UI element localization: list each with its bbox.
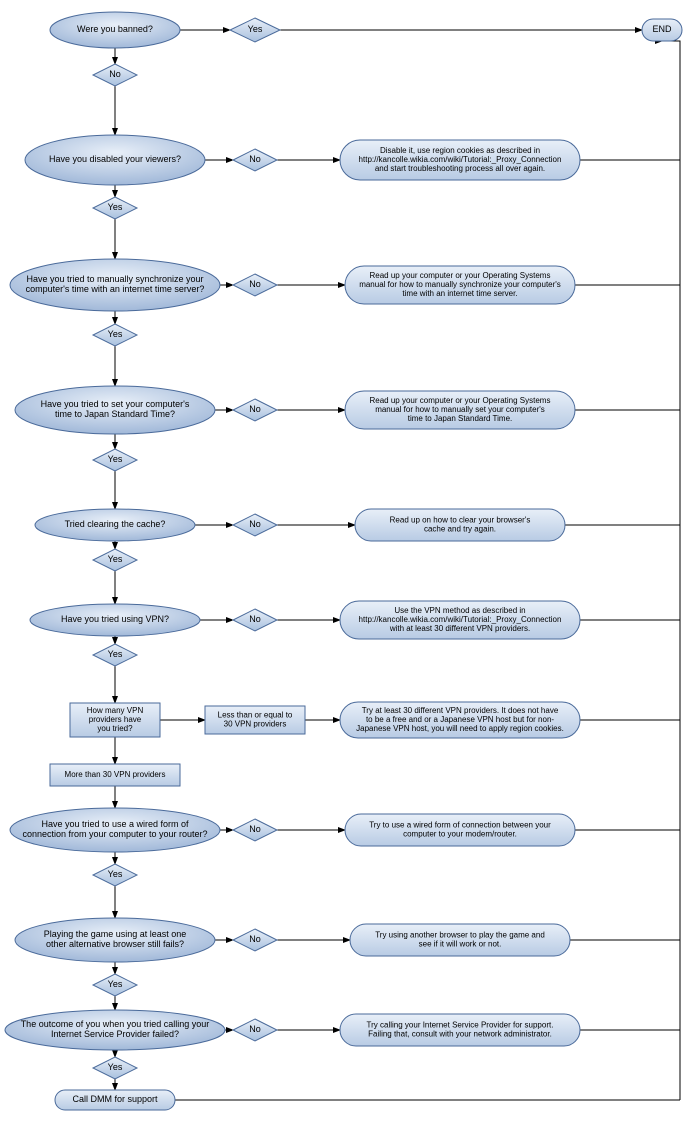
- rail-up-end: [662, 41, 680, 1100]
- svg-text:Tried clearing the cache?: Tried clearing the cache?: [65, 519, 166, 529]
- svg-text:Yes: Yes: [248, 24, 263, 34]
- svg-text:Yes: Yes: [108, 454, 123, 464]
- svg-text:Yes: Yes: [108, 329, 123, 339]
- svg-text:No: No: [249, 934, 261, 944]
- nodes: Were you banned? Yes END No Have you disable…: [5, 12, 682, 1110]
- svg-text:More than 30 VPN providers: More than 30 VPN providers: [65, 770, 166, 779]
- svg-text:Playing the game using at leas: Playing the game using at least oneother…: [44, 929, 187, 949]
- svg-text:Yes: Yes: [108, 202, 123, 212]
- svg-text:Try at least 30 different VPN: Try at least 30 different VPN providers.…: [356, 706, 564, 733]
- svg-text:Have you tried to use a wired: Have you tried to use a wired form ofcon…: [22, 819, 207, 839]
- svg-text:Call DMM for support: Call DMM for support: [72, 1094, 158, 1104]
- svg-text:Were you banned?: Were you banned?: [77, 24, 153, 34]
- svg-text:Have you tried to manually syn: Have you tried to manually synchronize y…: [26, 274, 205, 294]
- svg-text:No: No: [249, 519, 261, 529]
- svg-text:END: END: [652, 24, 672, 34]
- svg-text:Have you disabled your viewers: Have you disabled your viewers?: [49, 154, 181, 164]
- svg-text:Disable it, use region cookies: Disable it, use region cookies as descri…: [359, 146, 562, 173]
- svg-text:Yes: Yes: [108, 649, 123, 659]
- flowchart-canvas: Were you banned? Yes END No Have you disable…: [0, 0, 700, 1121]
- svg-text:No: No: [249, 404, 261, 414]
- svg-text:Yes: Yes: [108, 1062, 123, 1072]
- svg-text:No: No: [249, 614, 261, 624]
- svg-text:Less than or equal to30 VPN pr: Less than or equal to30 VPN providers: [218, 711, 293, 729]
- svg-text:Yes: Yes: [108, 554, 123, 564]
- svg-text:Have you tried to set your com: Have you tried to set your computer'stim…: [41, 399, 190, 419]
- svg-text:Try calling your Internet Serv: Try calling your Internet Service Provid…: [367, 1021, 554, 1039]
- svg-text:No: No: [249, 279, 261, 289]
- svg-text:No: No: [109, 69, 121, 79]
- svg-text:No: No: [249, 824, 261, 834]
- svg-text:Have you tried using VPN?: Have you tried using VPN?: [61, 614, 169, 624]
- svg-text:Yes: Yes: [108, 979, 123, 989]
- svg-text:No: No: [249, 1024, 261, 1034]
- svg-text:No: No: [249, 154, 261, 164]
- svg-text:Yes: Yes: [108, 869, 123, 879]
